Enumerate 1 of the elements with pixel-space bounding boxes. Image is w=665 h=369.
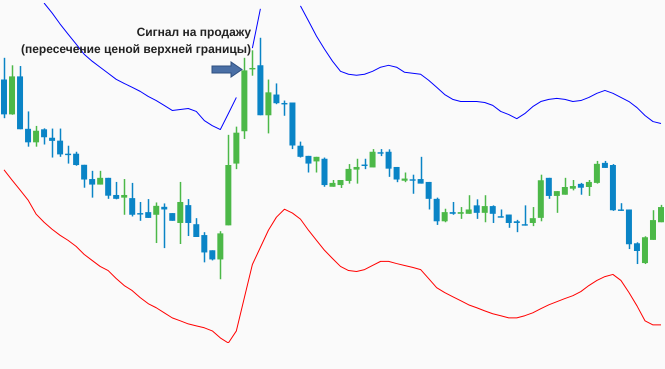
- candlestick: [169, 212, 176, 222]
